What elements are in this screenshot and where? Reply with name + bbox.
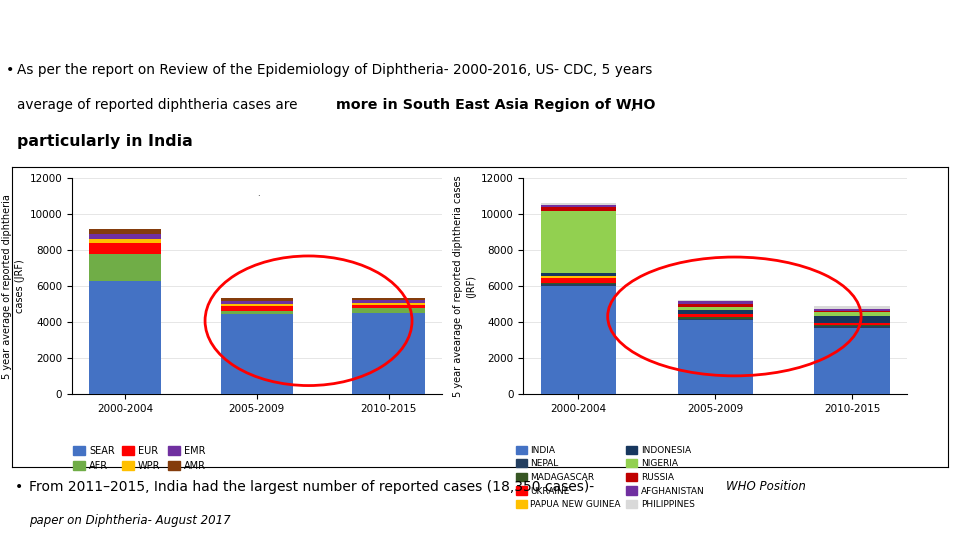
Bar (678, 300, 753, 301)
Bar (221, 310, 293, 314)
Y-axis label: 5 year avearage of reported diphtheria cases
(JRF): 5 year avearage of reported diphtheria c… (453, 176, 476, 397)
Bar (221, 298, 293, 301)
Bar (221, 304, 293, 306)
Bar (88, 239, 161, 243)
Bar (88, 281, 161, 394)
Bar (540, 284, 616, 286)
Bar (678, 304, 753, 307)
Text: paper on Diphtheria- August 2017: paper on Diphtheria- August 2017 (29, 515, 230, 528)
Bar (814, 310, 890, 312)
Bar (540, 286, 616, 394)
Bar (678, 314, 753, 317)
Bar (814, 306, 890, 309)
Bar (814, 309, 890, 310)
Bar (221, 314, 293, 394)
Bar (814, 323, 890, 325)
Bar (540, 205, 616, 207)
Text: ,: , (626, 98, 635, 112)
Text: more in South East Asia Region of WHO: more in South East Asia Region of WHO (336, 98, 656, 112)
Text: •: • (15, 480, 24, 494)
Bar (540, 204, 616, 205)
Bar (221, 306, 293, 310)
Bar (88, 254, 161, 281)
Bar (540, 282, 616, 284)
Bar (88, 243, 161, 254)
Legend: INDIA, NEPAL, MADAGASCAR, UKRAINE, PAPUA NEW GUINEA, INDONESIA, NIGERIA, RUSSIA,: INDIA, NEPAL, MADAGASCAR, UKRAINE, PAPUA… (513, 442, 708, 513)
Legend: SEAR, AFR, EUR, WPR, EMR, AMR: SEAR, AFR, EUR, WPR, EMR, AMR (69, 442, 209, 475)
Bar (678, 319, 753, 320)
Text: .: . (256, 189, 259, 198)
Bar (814, 326, 890, 328)
Bar (814, 325, 890, 326)
Bar (352, 303, 424, 305)
Text: average of reported diphtheria cases are: average of reported diphtheria cases are (17, 98, 302, 112)
Bar (814, 316, 890, 323)
Bar (352, 308, 424, 313)
Bar (221, 301, 293, 304)
Bar (540, 207, 616, 211)
Bar (540, 211, 616, 273)
Bar (352, 305, 424, 308)
Bar (814, 312, 890, 316)
Bar (352, 313, 424, 394)
Bar (540, 273, 616, 276)
Text: •: • (6, 63, 14, 77)
Text: From 2011–2015, India had the largest number of reported cases (18,350 cases)-: From 2011–2015, India had the largest nu… (29, 480, 598, 494)
Text: .: . (169, 134, 174, 148)
Bar (678, 317, 753, 319)
Bar (678, 307, 753, 310)
Text: Diphtheria burden- SEAR and India: Diphtheria burden- SEAR and India (248, 13, 712, 37)
Bar (540, 276, 616, 278)
Bar (678, 301, 753, 304)
Bar (88, 228, 161, 234)
Y-axis label: 5 year average of reported diphtheria
cases (JRF): 5 year average of reported diphtheria ca… (2, 194, 25, 379)
Bar (352, 300, 424, 303)
Bar (540, 278, 616, 282)
Bar (88, 234, 161, 239)
Bar (814, 328, 890, 394)
Text: As per the report on Review of the Epidemiology of Diphtheria- 2000-2016, US- CD: As per the report on Review of the Epide… (17, 63, 653, 77)
Text: particularly in India: particularly in India (17, 134, 193, 149)
Bar (352, 298, 424, 300)
Text: WHO Position: WHO Position (726, 480, 805, 493)
Bar (678, 320, 753, 394)
Bar (678, 310, 753, 314)
